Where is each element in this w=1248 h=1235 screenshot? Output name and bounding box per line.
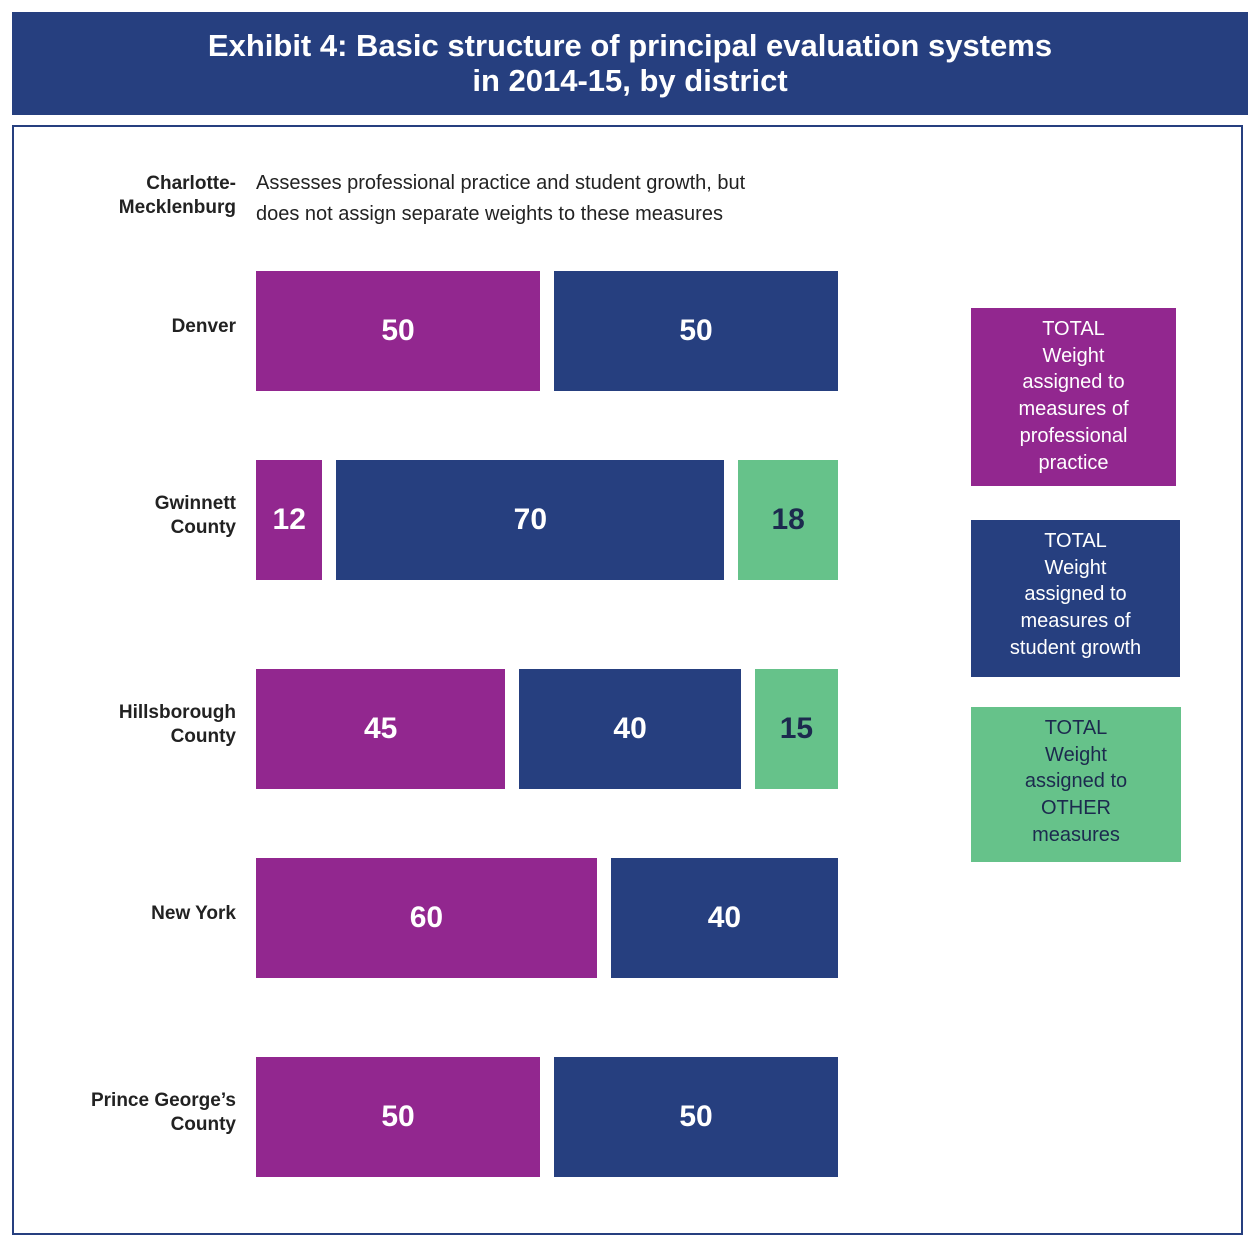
bar-segment: 12 bbox=[256, 460, 323, 580]
bar-segment: 50 bbox=[256, 1057, 540, 1177]
bar-segment: 50 bbox=[554, 1057, 838, 1177]
category-label: Prince George’s County bbox=[90, 1090, 236, 1135]
value-label: 50 bbox=[381, 314, 415, 347]
value-label: 50 bbox=[679, 314, 713, 347]
title-band: Exhibit 4: Basic structure of principal … bbox=[12, 12, 1248, 115]
category-label: Gwinnett County bbox=[154, 493, 236, 538]
category-label: Charlotte- Mecklenburg bbox=[118, 173, 236, 218]
value-label: 60 bbox=[409, 901, 444, 934]
legend-entry: TOTAL Weight assigned to OTHER measures bbox=[971, 707, 1181, 862]
bar-segment: 50 bbox=[256, 271, 540, 391]
value-label: 45 bbox=[363, 712, 398, 745]
bar-segment: 60 bbox=[256, 858, 597, 978]
legend-entry: TOTAL Weight assigned to measures of stu… bbox=[971, 520, 1180, 677]
category-label: Hillsborough County bbox=[118, 702, 236, 747]
category-label: Denver bbox=[171, 316, 236, 337]
bar-segment: 70 bbox=[336, 460, 725, 580]
value-label: 40 bbox=[707, 901, 742, 934]
bar-segment: 15 bbox=[754, 669, 838, 789]
value-label: 50 bbox=[381, 1100, 415, 1133]
value-label: 12 bbox=[272, 503, 306, 536]
bar-segment: 18 bbox=[738, 460, 838, 580]
value-label: 40 bbox=[613, 712, 647, 745]
value-label: 70 bbox=[513, 503, 548, 536]
value-label: 18 bbox=[771, 503, 805, 536]
value-label: 15 bbox=[779, 712, 814, 745]
chart-title: Exhibit 4: Basic structure of principal … bbox=[207, 28, 1053, 98]
bar-segment: 40 bbox=[519, 669, 741, 789]
category-label: New York bbox=[151, 903, 236, 924]
bar-segment: 45 bbox=[256, 669, 506, 789]
bar-segment: 50 bbox=[554, 271, 838, 391]
annotation: Assesses professional practice and stude… bbox=[256, 172, 746, 225]
legend-entry: TOTAL Weight assigned to measures of pro… bbox=[971, 308, 1176, 486]
bar-segment: 40 bbox=[610, 858, 838, 978]
value-label: 50 bbox=[679, 1100, 713, 1133]
